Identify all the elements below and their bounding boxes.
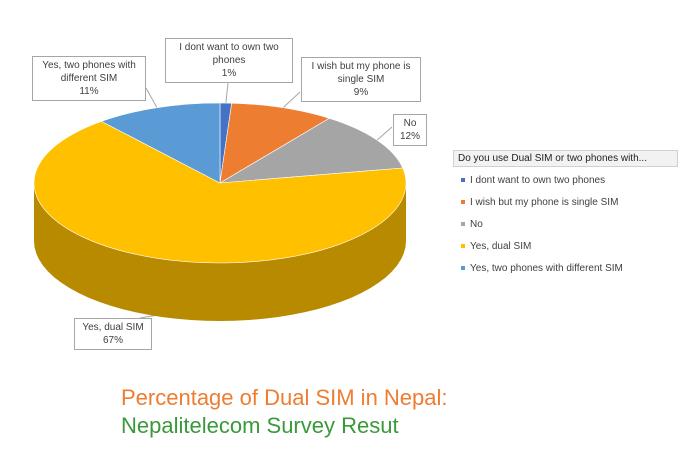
pie-slice-dual-sim [33,121,407,264]
legend-swatch-dont-want [461,178,465,183]
pie-body [33,102,407,321]
legend-swatch-single-sim [461,200,465,205]
chart-legend: Do you use Dual SIM or two phones with..… [453,150,678,274]
legend-label-dual-sim: Yes, dual SIM [470,241,532,252]
leader-line-single-sim [282,91,301,109]
legend-item-single-sim: I wish but my phone is single SIM [461,197,618,208]
caption-title: Percentage of Dual SIM in Nepal: [121,385,448,410]
leader-line-two-phones [145,87,158,108]
pie-slice-single-sim [219,102,331,184]
legend-swatch-dual-sim [461,244,465,249]
legend-label-no: No [470,219,483,230]
legend-swatch-two-phones [461,266,465,271]
legend-label-dont-want: I dont want to own two phones [470,175,606,186]
legend-item-two-phones: Yes, two phones with different SIM [461,263,623,274]
pie-slice-two-phones [100,102,221,184]
leader-line-no [376,126,393,141]
pie-slice-no [219,117,404,184]
legend-label-two-phones: Yes, two phones with different SIM [470,263,623,274]
chart-caption: Percentage of Dual SIM in Nepal: Nepalit… [121,384,448,440]
legend-label-single-sim: I wish but my phone is single SIM [470,197,619,208]
data-label-single-sim: I wish but my phone is single SIM 9% [301,57,421,102]
data-label-no: No 12% [393,114,427,146]
legend-swatch-no [461,222,465,227]
legend-item-dont-want: I dont want to own two phones [461,175,605,186]
data-label-two-phones: Yes, two phones with different SIM 11% [32,56,146,101]
leader-line-dont-want [225,82,229,104]
caption-subtitle: Nepalitelecom Survey Resut [121,413,399,438]
pie-side-dual-sim [34,183,406,321]
legend-item-no: No [461,219,483,230]
data-label-dual-sim: Yes, dual SIM 67% [74,318,152,350]
legend-title: Do you use Dual SIM or two phones with..… [453,150,678,167]
legend-item-dual-sim: Yes, dual SIM [461,241,531,252]
data-label-dont-want: I dont want to own two phones 1% [165,38,293,83]
